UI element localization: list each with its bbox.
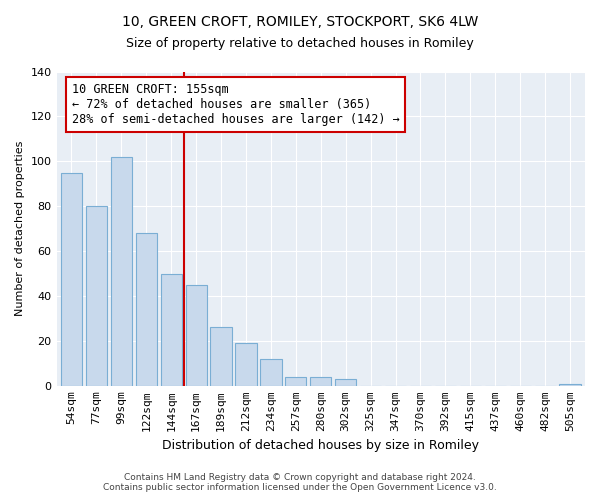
Bar <box>335 379 356 386</box>
Bar <box>136 233 157 386</box>
Text: 10 GREEN CROFT: 155sqm
← 72% of detached houses are smaller (365)
28% of semi-de: 10 GREEN CROFT: 155sqm ← 72% of detached… <box>72 82 400 126</box>
Bar <box>211 328 232 386</box>
Bar <box>310 377 331 386</box>
Bar <box>559 384 581 386</box>
Y-axis label: Number of detached properties: Number of detached properties <box>15 141 25 316</box>
X-axis label: Distribution of detached houses by size in Romiley: Distribution of detached houses by size … <box>162 440 479 452</box>
Bar <box>185 285 207 386</box>
Bar <box>285 377 307 386</box>
Bar <box>86 206 107 386</box>
Bar <box>111 157 132 386</box>
Bar <box>61 172 82 386</box>
Bar <box>260 359 281 386</box>
Text: 10, GREEN CROFT, ROMILEY, STOCKPORT, SK6 4LW: 10, GREEN CROFT, ROMILEY, STOCKPORT, SK6… <box>122 15 478 29</box>
Text: Contains HM Land Registry data © Crown copyright and database right 2024.
Contai: Contains HM Land Registry data © Crown c… <box>103 473 497 492</box>
Bar <box>161 274 182 386</box>
Text: Size of property relative to detached houses in Romiley: Size of property relative to detached ho… <box>126 38 474 51</box>
Bar <box>235 343 257 386</box>
